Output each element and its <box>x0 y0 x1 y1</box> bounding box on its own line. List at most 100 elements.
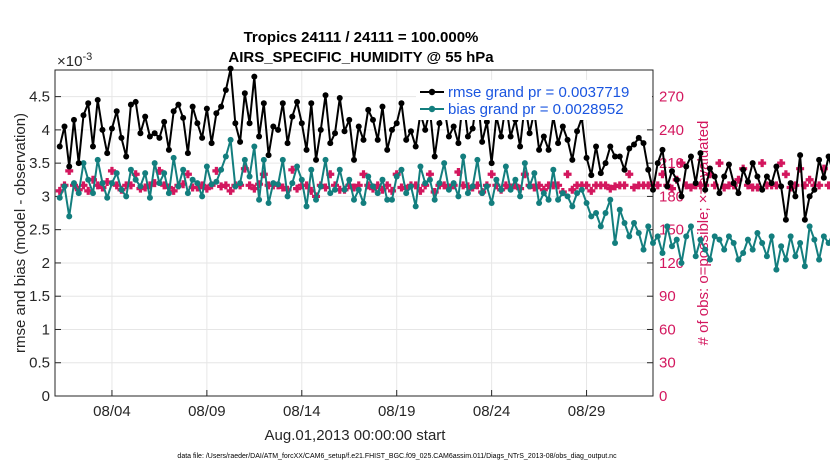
bias-point <box>730 239 737 246</box>
nobs-point <box>245 181 254 190</box>
rmse-point <box>668 168 675 175</box>
rmse-point <box>664 183 671 190</box>
bias-point <box>393 173 400 180</box>
legend-rmse-label: rmse grand pr = 0.0037719 <box>448 84 629 101</box>
bias-point <box>99 180 106 187</box>
rmse-point <box>165 146 172 153</box>
nobs-point <box>107 166 116 175</box>
y-right-tick-label: 0 <box>659 388 667 405</box>
bias-point <box>673 236 680 243</box>
bias-point <box>346 176 353 183</box>
bias-point <box>797 239 804 246</box>
nobs-point <box>169 186 178 195</box>
bias-point <box>616 206 623 213</box>
bias-point <box>578 186 585 193</box>
rmse-point <box>251 73 258 80</box>
rmse-point <box>445 133 452 140</box>
bias-point <box>322 156 329 163</box>
rmse-point <box>260 100 267 107</box>
rmse-point <box>398 100 405 107</box>
bias-point <box>464 190 471 197</box>
bias-point <box>441 160 448 167</box>
rmse-point <box>740 166 747 173</box>
bias-point <box>275 181 282 188</box>
bias-point <box>645 223 652 230</box>
rmse-point <box>583 154 590 161</box>
rmse-point <box>327 140 334 147</box>
rmse-point <box>66 163 73 170</box>
x-tick-labels: 08/04 08/09 08/14 08/19 08/24 08/29 <box>93 403 605 420</box>
rmse-line <box>58 67 830 221</box>
series-rmse <box>56 65 830 223</box>
bias-point <box>227 136 234 143</box>
y-left-tick-label: 0 <box>42 388 50 405</box>
plot-area <box>54 69 654 397</box>
rmse-point <box>754 173 761 180</box>
y-axis-left-label: rmse and bias (model - observation) <box>12 113 29 353</box>
rmse-point <box>569 156 576 163</box>
rmse-point <box>374 136 381 143</box>
y-right-tick-label: 240 <box>659 122 684 139</box>
nobs-point <box>805 175 814 184</box>
bias-point <box>806 223 813 230</box>
bias-point <box>436 180 443 187</box>
bias-point <box>289 180 296 187</box>
rmse-point <box>127 101 134 108</box>
rmse-point <box>635 134 642 141</box>
rmse-point <box>308 100 315 107</box>
rmse-point <box>94 96 101 103</box>
rmse-point <box>232 120 239 127</box>
bias-point <box>749 246 756 253</box>
rmse-point <box>820 174 827 181</box>
bias-point <box>650 239 656 246</box>
rmse-point <box>360 136 367 143</box>
bias-point <box>365 173 372 180</box>
bias-point <box>412 203 419 210</box>
bias-point <box>526 183 533 190</box>
rmse-point <box>593 143 600 150</box>
bias-point <box>184 190 191 197</box>
bias-point <box>189 176 196 183</box>
rmse-point <box>536 146 543 153</box>
rmse-point <box>455 140 462 147</box>
rmse-point <box>626 145 633 152</box>
y-left-tick-label: 2.5 <box>29 222 50 239</box>
bias-point <box>327 190 334 197</box>
bias-point <box>89 190 96 197</box>
nobs-point <box>587 186 596 195</box>
rmse-point <box>706 165 713 172</box>
rmse-point <box>118 134 125 141</box>
bias-point <box>659 249 666 256</box>
rmse-point <box>208 140 215 147</box>
rmse-point <box>811 186 818 193</box>
rmse-point <box>75 160 82 167</box>
y-left-tick-label: 4 <box>42 122 50 139</box>
nobs-point <box>487 170 496 179</box>
bias-point <box>597 223 604 230</box>
y-right-tick-label: 180 <box>659 188 684 205</box>
rmse-point <box>602 160 609 167</box>
rmse-point <box>778 183 785 190</box>
bias-point <box>237 180 244 187</box>
rmse-point <box>564 136 571 143</box>
rmse-point <box>607 143 614 150</box>
bias-point <box>156 180 163 187</box>
bias-point <box>355 186 362 193</box>
rmse-point <box>412 143 419 150</box>
bias-point <box>801 263 808 270</box>
rmse-point <box>151 130 158 137</box>
bias-point <box>417 163 424 170</box>
bias-point <box>388 196 395 203</box>
bias-point <box>170 154 177 161</box>
rmse-point <box>137 130 144 137</box>
bias-point <box>222 153 229 160</box>
rmse-point <box>161 118 168 125</box>
exponent-base: ×10 <box>57 53 82 70</box>
nobs-point <box>667 184 676 193</box>
grid <box>55 70 653 396</box>
rmse-point <box>270 123 277 130</box>
rmse-point <box>213 110 220 117</box>
rmse-point <box>507 133 514 140</box>
bias-point <box>782 256 789 263</box>
bias-point <box>583 200 590 207</box>
